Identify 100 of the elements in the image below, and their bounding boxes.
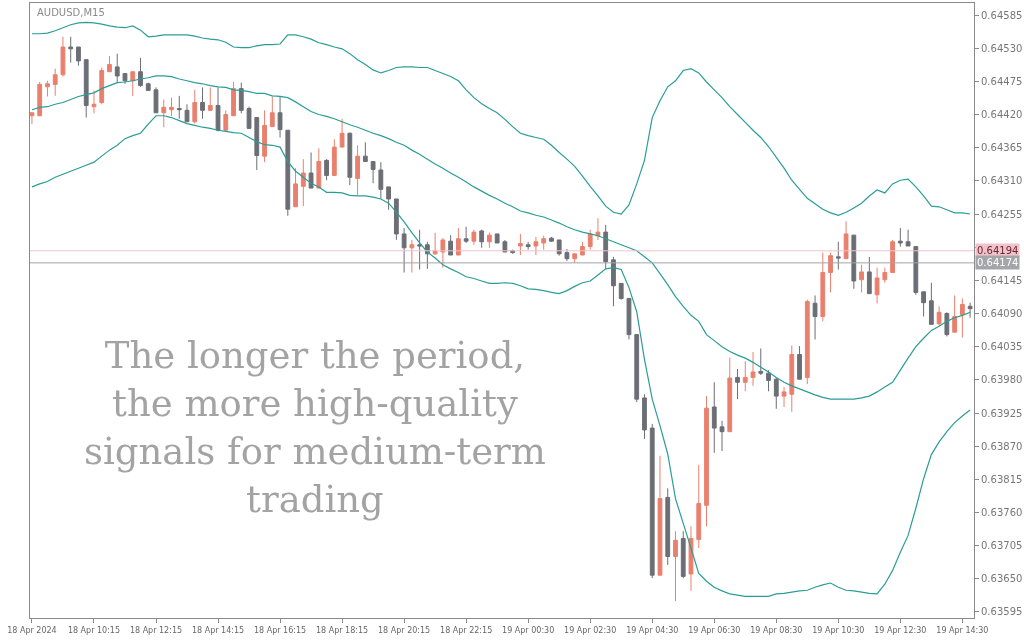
candlestick bbox=[843, 220, 849, 260]
candlestick bbox=[114, 53, 120, 84]
candlestick bbox=[587, 229, 593, 251]
candlestick bbox=[626, 297, 632, 340]
candlestick bbox=[192, 89, 198, 125]
chart-title: AUDUSD,M15 bbox=[37, 7, 105, 18]
candlestick bbox=[611, 256, 616, 307]
candlestick bbox=[882, 267, 888, 284]
candlestick bbox=[533, 236, 539, 256]
candlestick bbox=[952, 294, 958, 333]
y-tick-label: 0.63870 bbox=[981, 440, 1023, 452]
ref-line-label: 0.64194 bbox=[977, 245, 1019, 256]
candlestick bbox=[455, 227, 461, 256]
x-tick-label: 19 Apr 02:30 bbox=[564, 625, 617, 635]
candlestick bbox=[448, 234, 454, 256]
candlestick bbox=[370, 161, 376, 184]
x-tick-label: 19 Apr 14:30 bbox=[936, 625, 989, 635]
candlestick bbox=[362, 141, 368, 163]
x-tick-label: 18 Apr 20:15 bbox=[378, 625, 431, 635]
y-tick-label: 0.63815 bbox=[981, 473, 1023, 485]
candlestick bbox=[463, 226, 469, 244]
candlestick bbox=[308, 152, 314, 189]
candlestick bbox=[176, 95, 182, 120]
x-tick-label: 19 Apr 04:30 bbox=[626, 625, 679, 635]
candlestick bbox=[254, 117, 260, 171]
candlestick bbox=[556, 239, 562, 257]
candlestick bbox=[595, 217, 601, 241]
candlestick bbox=[618, 282, 624, 301]
candlestick bbox=[161, 98, 167, 128]
candlestick bbox=[471, 229, 477, 246]
candlestick bbox=[773, 376, 779, 410]
candlestick bbox=[820, 252, 826, 322]
x-tick-label: 18 Apr 14:15 bbox=[191, 625, 245, 635]
line-series bbox=[31, 115, 971, 597]
candlestick bbox=[804, 299, 810, 385]
y-tick-label: 0.64585 bbox=[981, 9, 1023, 21]
candlestick bbox=[564, 248, 570, 262]
candlestick bbox=[331, 138, 337, 176]
candlestick bbox=[316, 147, 322, 189]
annotation: The longer the period, the more high-quality signals for medium-term trading bbox=[84, 334, 546, 522]
y-tick-label: 0.63925 bbox=[981, 407, 1023, 419]
candlestick bbox=[60, 36, 66, 78]
candlestick bbox=[781, 386, 787, 408]
candlestick bbox=[246, 106, 252, 129]
x-tick-label: 19 Apr 06:30 bbox=[688, 625, 741, 635]
y-tick-label: 0.63760 bbox=[981, 506, 1023, 518]
y-tick-label: 0.64145 bbox=[981, 274, 1023, 286]
candlestick bbox=[184, 103, 190, 123]
x-tick-label: 18 Apr 10:15 bbox=[67, 625, 121, 635]
candlestick bbox=[130, 71, 136, 97]
candlestick bbox=[766, 369, 771, 392]
candlestick bbox=[355, 144, 360, 196]
candlestick bbox=[642, 393, 647, 440]
candlestick bbox=[393, 198, 399, 241]
x-tick-label: 19 Apr 12:30 bbox=[874, 625, 927, 635]
candlestick bbox=[138, 57, 143, 88]
y-tick-label: 0.64090 bbox=[981, 308, 1023, 320]
candlestick bbox=[200, 86, 205, 120]
x-tick-label: 18 Apr 2024 bbox=[7, 625, 57, 635]
candlestick bbox=[789, 344, 795, 413]
candlestick bbox=[285, 129, 291, 217]
candlestick bbox=[277, 95, 283, 138]
x-tick-label: 19 Apr 10:30 bbox=[812, 625, 865, 635]
y-tick-label: 0.64475 bbox=[981, 75, 1023, 87]
candlestick bbox=[68, 36, 74, 64]
candlestick bbox=[549, 236, 554, 243]
candlestick bbox=[215, 86, 221, 132]
candlestick bbox=[936, 305, 942, 327]
candlestick bbox=[928, 282, 934, 325]
candlestick bbox=[665, 487, 671, 566]
candlestick bbox=[207, 86, 213, 111]
x-tick-label: 18 Apr 16:15 bbox=[253, 625, 307, 635]
y-tick-label: 0.63705 bbox=[981, 540, 1023, 552]
candlestick bbox=[696, 464, 702, 549]
candlestick bbox=[828, 252, 833, 293]
x-tick-label: 19 Apr 00:30 bbox=[502, 625, 555, 635]
x-tick-label: 19 Apr 08:30 bbox=[750, 625, 803, 635]
candlestick bbox=[735, 368, 740, 400]
candlestick bbox=[797, 345, 802, 380]
candlestick bbox=[905, 229, 911, 247]
candlestick bbox=[401, 227, 407, 274]
candlestick bbox=[238, 82, 244, 114]
candlestick bbox=[91, 89, 97, 114]
candlestick bbox=[890, 239, 895, 274]
candlestick bbox=[487, 232, 492, 249]
candlestick bbox=[680, 530, 686, 579]
x-tick-label: 18 Apr 22:15 bbox=[440, 625, 493, 635]
candlestick bbox=[409, 239, 415, 274]
y-tick-label: 0.64365 bbox=[981, 142, 1023, 154]
candlestick bbox=[386, 186, 391, 211]
candlestick bbox=[704, 395, 709, 527]
candlestick bbox=[339, 118, 345, 148]
candlestick bbox=[347, 132, 353, 186]
candlestick bbox=[719, 420, 725, 452]
candlestick bbox=[727, 357, 733, 433]
candlestick bbox=[634, 334, 640, 403]
candlestick bbox=[967, 302, 973, 319]
y-tick-label: 0.64035 bbox=[981, 341, 1023, 353]
candlestick bbox=[711, 381, 717, 454]
candlestick bbox=[742, 360, 748, 392]
